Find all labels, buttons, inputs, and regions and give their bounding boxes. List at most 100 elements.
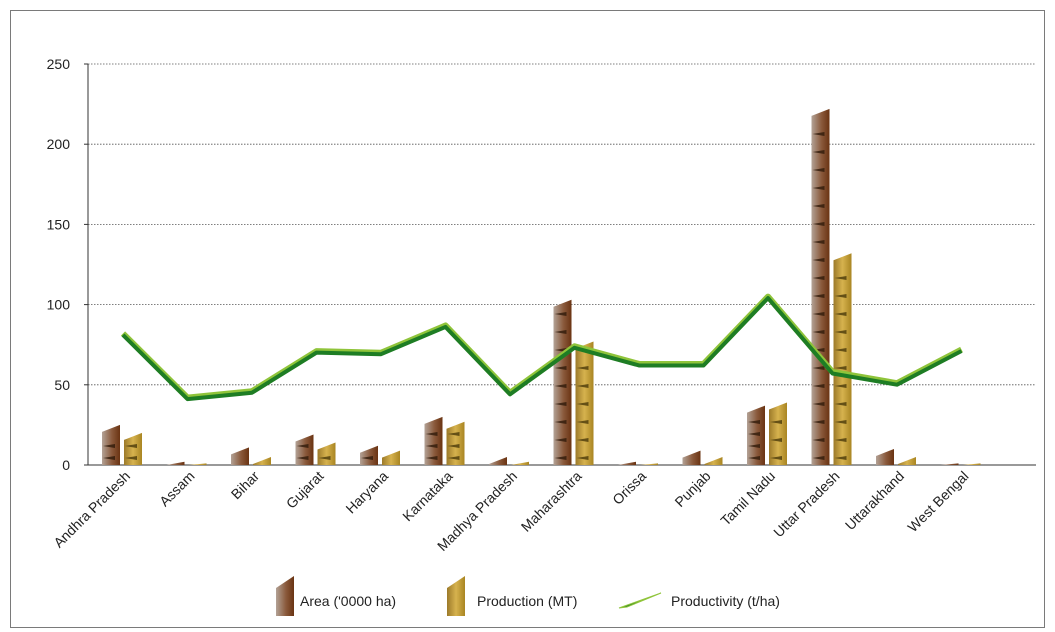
area-bar [682,450,701,465]
area-bar-stripe [425,456,438,460]
y-tick-label: 0 [62,457,70,473]
area-bar-stripe [554,366,567,370]
area-bar-stripe [554,312,567,316]
area-bar [424,416,443,465]
area-bar [489,456,507,465]
area-bar-stripe [103,444,115,448]
area-bar-stripe [812,150,825,154]
chart-frame: 0 50 100 150 200 250 Andhra Pradesh Assam Bihar… [10,10,1045,628]
productivity-line-path [121,296,963,402]
area-bar [876,448,894,465]
area-bar [102,424,120,465]
legend-item-production: Production (MT) [447,576,577,616]
production-bar-stripe [834,330,847,334]
production-bar-stripe [125,456,137,460]
productivity-line [120,293,963,402]
production-bar-body [769,402,787,465]
area-bar-stripe [554,456,567,460]
x-category-label: Karnataka [399,468,456,525]
area-bar-stripe [554,438,567,442]
legend-area-swatch [276,576,294,616]
bars [102,108,981,466]
production-bar-stripe [834,294,847,298]
production-bar-stripe [576,366,589,370]
production-bar [124,432,142,465]
area-bar [940,463,959,465]
area-bar-stripe [748,420,760,424]
production-bar-body [962,463,981,465]
legend-item-area: Area ('0000 ha) [276,576,396,616]
area-bar-stripe [296,456,309,460]
area-bar-body [489,456,507,465]
production-bar-body [833,253,852,465]
x-category-label: Andhra Pradesh [50,468,133,551]
production-bar [898,456,916,465]
x-category-label: Punjab [671,468,713,510]
legend-production-label: Production (MT) [477,593,577,609]
y-tick-label: 200 [47,136,71,152]
legend: Area ('0000 ha) Production (MT) Producti… [276,576,780,616]
production-bar [511,461,529,465]
production-bar [382,450,400,465]
production-bar-stripe [447,432,460,436]
area-bar-stripe [812,438,825,442]
area-bar-body [424,416,443,465]
production-bar-body [446,421,465,465]
production-bar-stripe [834,348,847,352]
production-bar-stripe [576,456,589,460]
y-tick-label: 50 [54,377,70,393]
area-bar [295,434,314,465]
area-bar-stripe [812,204,825,208]
production-bar-body [640,463,658,465]
production-bar-body [704,456,723,465]
area-bar-stripe [812,276,825,280]
x-category-label: Assam [156,468,198,510]
area-bar-stripe [812,384,825,388]
area-bar-stripe [812,456,825,460]
production-bar [704,456,723,465]
area-bar-stripe [425,444,438,448]
area-bar-body [618,461,636,465]
production-bar-stripe [834,384,847,388]
area-bar [360,445,378,465]
area-bar-stripe [554,330,567,334]
production-bar [575,341,594,465]
area-bar [811,108,830,466]
area-bar-stripe [812,222,825,226]
production-bar-stripe [576,384,589,388]
x-category-label: West Bengal [904,468,971,535]
area-bar-stripe [296,444,309,448]
production-bar-stripe [318,456,331,460]
production-bar-stripe [834,420,847,424]
area-bar-body [876,448,894,465]
area-bar-stripe [812,420,825,424]
production-bar [962,463,981,465]
production-bar-stripe [834,402,847,406]
area-bar [618,461,636,465]
legend-productivity-swatch [618,592,662,609]
x-category-label: Gujarat [283,468,327,512]
area-bar-body [231,447,249,465]
x-category-label: Uttarakhand [842,468,907,533]
area-bar-stripe [554,402,567,406]
area-bar-stripe [748,444,760,448]
production-bar-body [253,456,271,465]
area-bar-stripe [103,456,115,460]
production-bar-stripe [770,438,782,442]
legend-production-swatch [447,576,465,616]
area-bar-body [940,463,959,465]
production-bar [769,402,787,465]
production-bar-stripe [770,456,782,460]
y-axis-ticks: 0 50 100 150 200 250 [47,56,88,473]
area-bar-stripe [748,456,760,460]
area-bar-stripe [812,186,825,190]
x-category-label: Bihar [228,468,263,503]
area-bar-stripe [812,330,825,334]
area-bar-stripe [812,294,825,298]
area-bar-stripe [554,384,567,388]
area-bar-body [682,450,701,465]
production-bar [188,463,207,465]
area-bar [166,461,185,465]
production-bar-stripe [576,402,589,406]
production-bar-stripe [834,438,847,442]
